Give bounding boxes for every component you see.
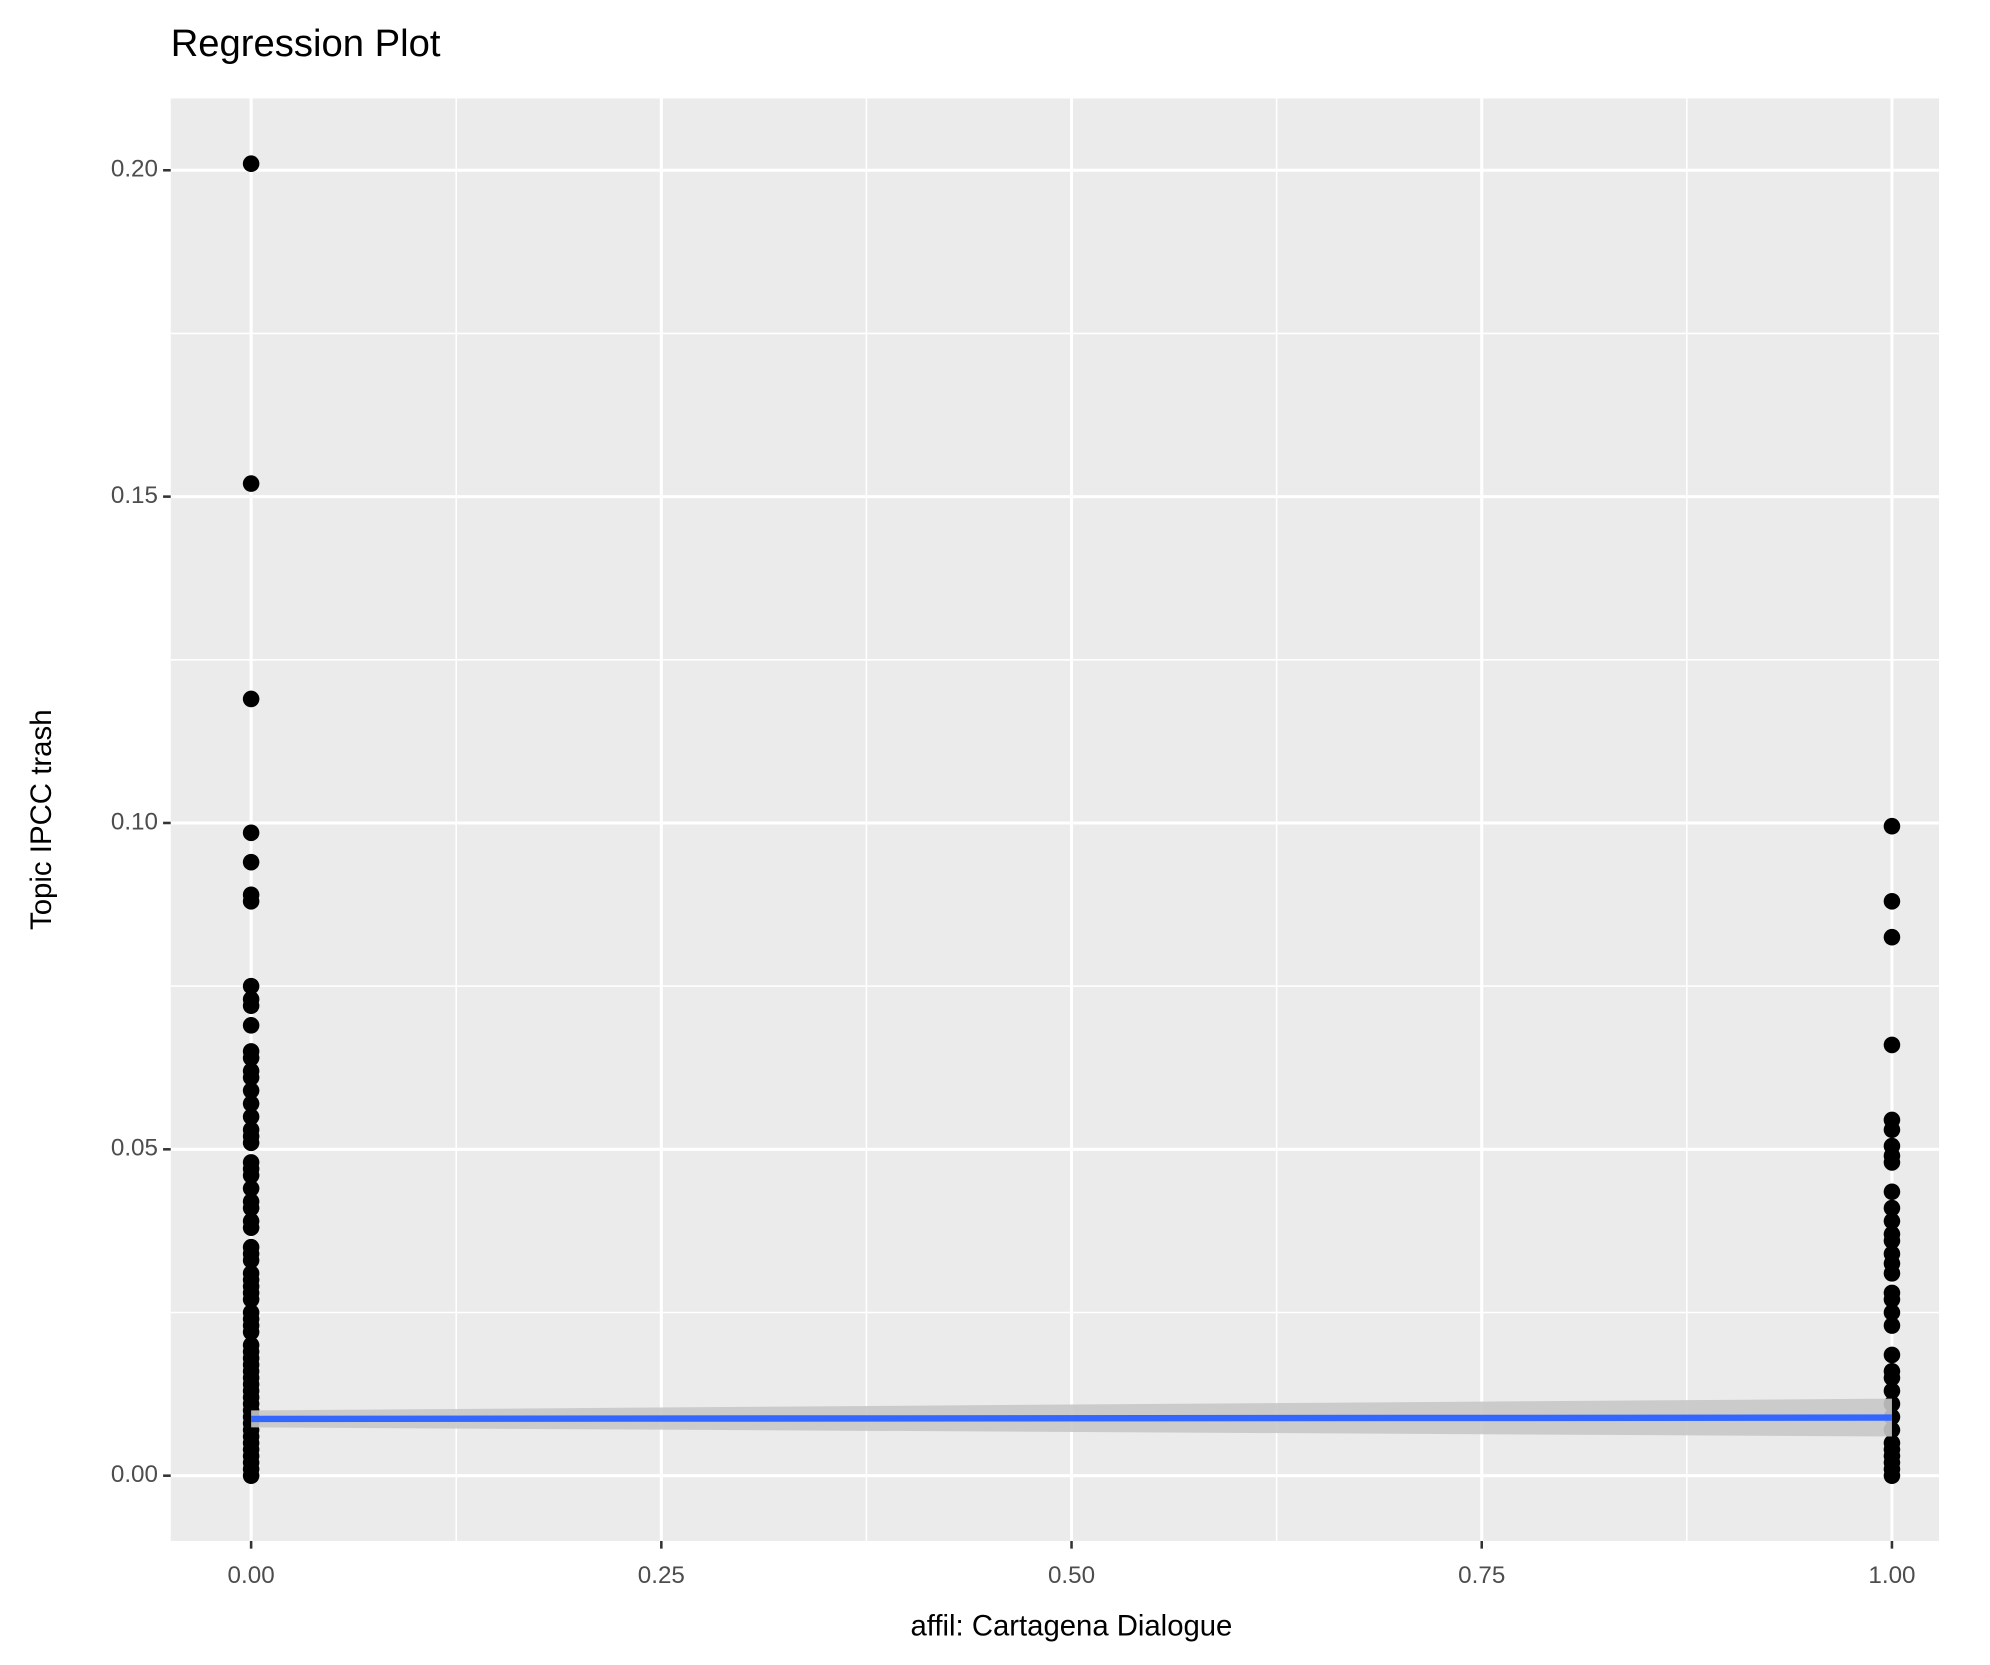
point <box>242 1467 260 1484</box>
point <box>242 1095 260 1112</box>
point <box>1883 928 1901 946</box>
point <box>242 824 260 842</box>
point <box>242 853 260 871</box>
point <box>1883 1183 1901 1201</box>
point <box>242 977 260 995</box>
point <box>242 1069 260 1086</box>
point <box>1883 1291 1901 1308</box>
point <box>1883 1467 1901 1484</box>
x-tick-label: 1.00 <box>1868 1562 1915 1589</box>
regression-line <box>251 1414 1892 1423</box>
point <box>242 1049 260 1067</box>
point <box>242 1180 260 1197</box>
point <box>1883 817 1901 835</box>
x-axis-label: affil: Cartagena Dialogue <box>911 1610 1233 1643</box>
point <box>242 997 260 1015</box>
point <box>1883 1036 1901 1054</box>
point <box>242 1291 260 1308</box>
point <box>242 1017 260 1034</box>
point <box>242 1082 260 1099</box>
point <box>242 1134 260 1152</box>
point <box>242 1251 260 1269</box>
point <box>1883 1317 1901 1334</box>
point <box>242 892 260 910</box>
x-tick-label: 0.75 <box>1458 1562 1505 1589</box>
point <box>1883 1232 1901 1250</box>
y-tick-label: 0.15 <box>111 482 158 509</box>
point <box>1883 1346 1901 1364</box>
point <box>242 475 260 492</box>
y-axis-label: Topic IPCC trash <box>25 709 58 930</box>
point <box>1883 1369 1901 1387</box>
chart-title: Regression Plot <box>171 22 441 65</box>
point <box>1883 1154 1901 1171</box>
point <box>242 1199 260 1217</box>
y-tick-label: 0.00 <box>111 1461 158 1488</box>
point <box>1883 1212 1901 1230</box>
point <box>1883 1265 1901 1282</box>
y-tick-label: 0.10 <box>111 808 158 835</box>
point <box>1883 1199 1901 1217</box>
point <box>242 1167 260 1184</box>
plot-panel <box>170 98 1940 1541</box>
x-tick-label: 0.50 <box>1048 1562 1095 1589</box>
point <box>242 1108 260 1126</box>
point <box>1883 892 1901 910</box>
point <box>242 690 260 708</box>
point <box>242 1323 260 1341</box>
point <box>1883 1304 1901 1321</box>
y-tick-label: 0.20 <box>111 156 158 183</box>
x-tick-label: 0.25 <box>638 1562 685 1589</box>
point <box>242 1219 260 1236</box>
point <box>1883 1382 1901 1400</box>
point <box>242 155 260 173</box>
point <box>1883 1121 1901 1139</box>
y-tick-label: 0.05 <box>111 1135 158 1162</box>
x-tick-label: 0.00 <box>228 1562 275 1589</box>
